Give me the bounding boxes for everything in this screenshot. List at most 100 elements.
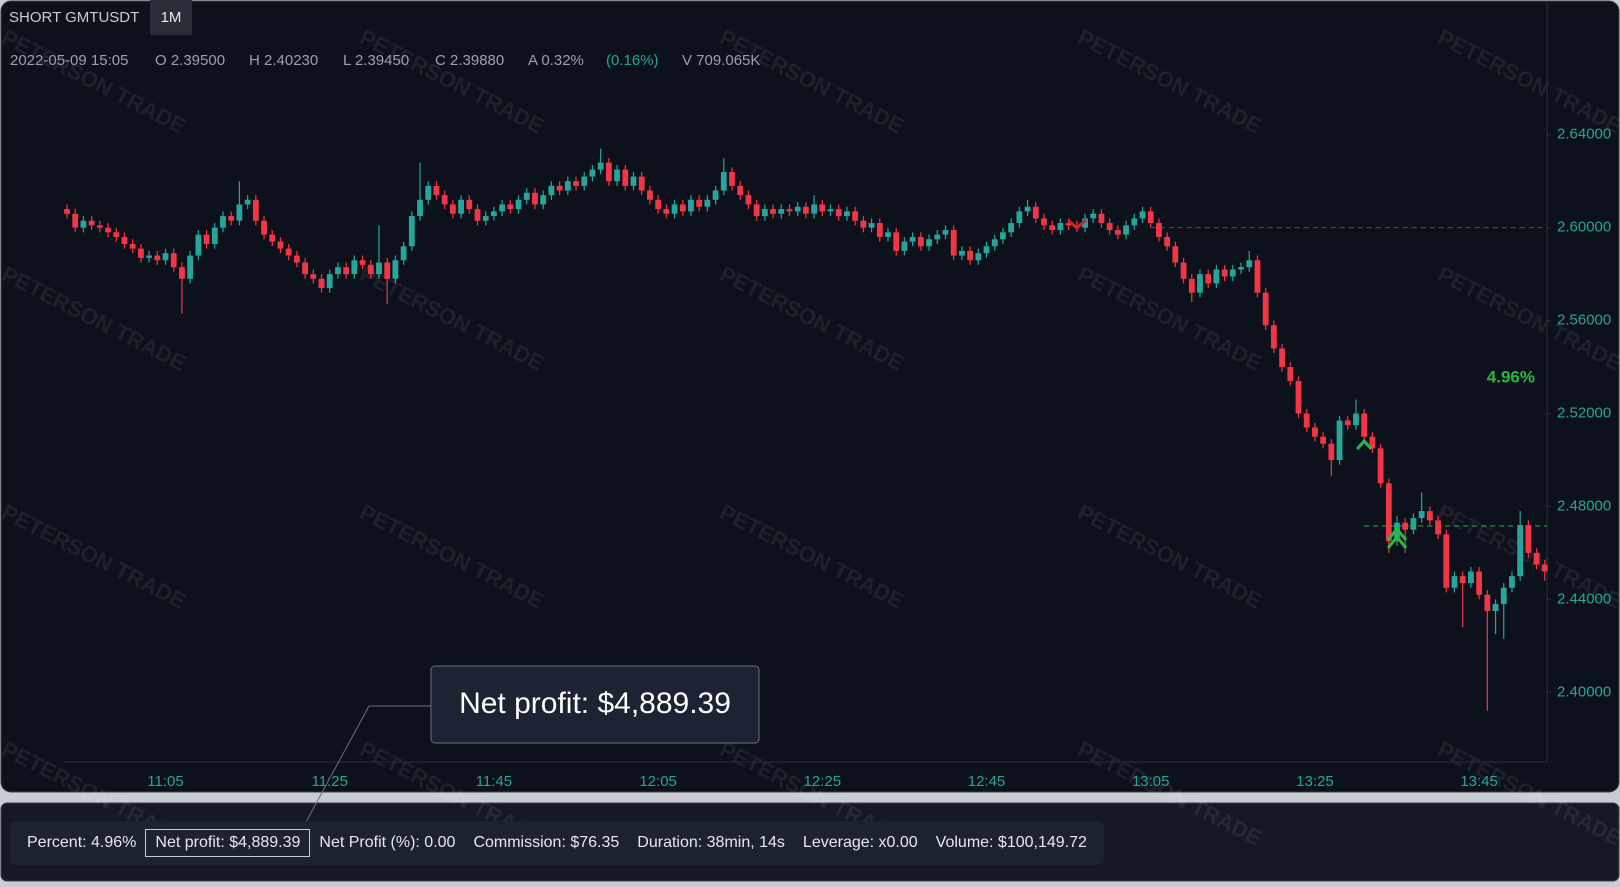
candle-body <box>679 204 686 212</box>
candle-body <box>1303 413 1310 428</box>
candle-body <box>146 255 152 258</box>
candle-body <box>614 169 620 182</box>
stats-bar: Percent: 4.96% Net profit: $4,889.39 Net… <box>10 821 1104 865</box>
candle-body <box>827 209 834 212</box>
x-tick-label: 12:05 <box>639 773 677 790</box>
candle-body <box>770 209 776 214</box>
candle-body <box>1049 225 1056 230</box>
candle-body <box>786 209 793 212</box>
candle-body <box>794 206 801 212</box>
stat: Volume: $100,149.72 <box>935 834 1087 851</box>
candle-body <box>244 199 251 205</box>
candle-body <box>64 209 70 214</box>
bar-change: (0.16%) <box>606 52 659 69</box>
tooltip-box <box>430 665 760 744</box>
x-tick-label: 11:45 <box>476 773 512 790</box>
candle-body <box>236 204 243 221</box>
plot: 2.40000 2.44000 2.48000 2.52000 2.56000 2.600… <box>64 2 1611 790</box>
candle-body <box>1032 206 1039 219</box>
interval-button[interactable] <box>150 0 192 35</box>
candle-body <box>860 220 867 228</box>
candle-body <box>1221 269 1228 277</box>
candle-body <box>942 229 949 235</box>
candle-body <box>926 239 932 247</box>
candle-body <box>343 267 350 275</box>
candle-body <box>564 181 571 191</box>
exit-marker <box>1386 526 1408 549</box>
stat: Net Profit (%): 0.00 <box>319 834 456 851</box>
candle-body <box>876 223 883 237</box>
candle-body <box>105 227 111 233</box>
candle-body <box>179 267 185 279</box>
candle-body <box>1541 564 1548 572</box>
bar-high: H 2.40230 <box>249 52 318 69</box>
candle-body <box>778 209 785 214</box>
candle-body <box>712 190 719 200</box>
candle-body <box>1525 525 1532 553</box>
candle-body <box>302 262 308 275</box>
candle-body <box>417 199 423 217</box>
candle-body <box>1435 520 1441 535</box>
candle-body <box>885 232 891 237</box>
bar-date: 2022-05-09 15:05 <box>10 52 128 69</box>
candle-body <box>285 248 292 256</box>
candle-body <box>376 262 382 275</box>
candle-body <box>647 190 653 200</box>
candle-body <box>761 209 768 217</box>
candle-body <box>1254 260 1261 293</box>
candle-body <box>1336 420 1343 460</box>
candle-body <box>1098 213 1105 224</box>
interval[interactable]: 1M <box>161 9 182 26</box>
y-tick-label: 2.48000 <box>1557 497 1611 514</box>
candle-body <box>408 216 415 247</box>
y-tick-label: 2.56000 <box>1557 312 1611 329</box>
x-tick-label: 12:45 <box>968 773 1006 790</box>
candle-body <box>1344 420 1351 426</box>
bar-amplitude: A 0.32% <box>528 52 584 69</box>
candle-body <box>1443 534 1450 588</box>
candle-body <box>1312 427 1318 437</box>
candle-body <box>967 250 973 261</box>
x-tick-label: 13:25 <box>1296 773 1334 790</box>
candle-body <box>187 255 194 279</box>
candle-body <box>425 185 432 200</box>
candle-body <box>1156 223 1162 237</box>
candle-body <box>1164 236 1171 247</box>
candle-body <box>868 223 875 228</box>
candle-body <box>958 250 965 256</box>
candle-body <box>1295 381 1302 414</box>
stat: Duration: 38min, 14s <box>637 834 785 851</box>
candle-body <box>1476 571 1483 595</box>
candle-body <box>934 234 941 240</box>
candle-body <box>1270 325 1277 349</box>
stat: Commission: $76.35 <box>473 834 620 851</box>
candle-body <box>195 234 202 256</box>
candle-body <box>573 181 579 186</box>
candle-body <box>1082 218 1088 228</box>
candle-body <box>737 185 744 196</box>
candle-body <box>351 260 358 275</box>
y-tick-label: 2.44000 <box>1557 590 1611 607</box>
candle-body <box>975 253 982 261</box>
candle-body <box>1024 206 1031 212</box>
candle-body <box>991 239 998 247</box>
x-tick-label: 13:45 <box>1460 773 1498 790</box>
stat: Net profit: $4,889.39 <box>145 829 311 857</box>
candle-body <box>1459 576 1466 584</box>
candle-body <box>1213 269 1220 284</box>
candle-body <box>384 262 391 279</box>
candle-body <box>745 195 752 205</box>
candle-body <box>630 176 637 186</box>
candle-body <box>507 204 514 210</box>
candle-body <box>1369 436 1376 449</box>
tooltip-leader <box>305 705 370 823</box>
candle-body <box>983 246 990 254</box>
candle-body <box>1246 260 1253 268</box>
candle-body <box>548 185 555 196</box>
y-tick-label: 2.60000 <box>1557 219 1611 236</box>
candle-body <box>1468 571 1474 584</box>
stat: Percent: 4.96% <box>27 834 137 851</box>
candle-body <box>449 204 456 214</box>
